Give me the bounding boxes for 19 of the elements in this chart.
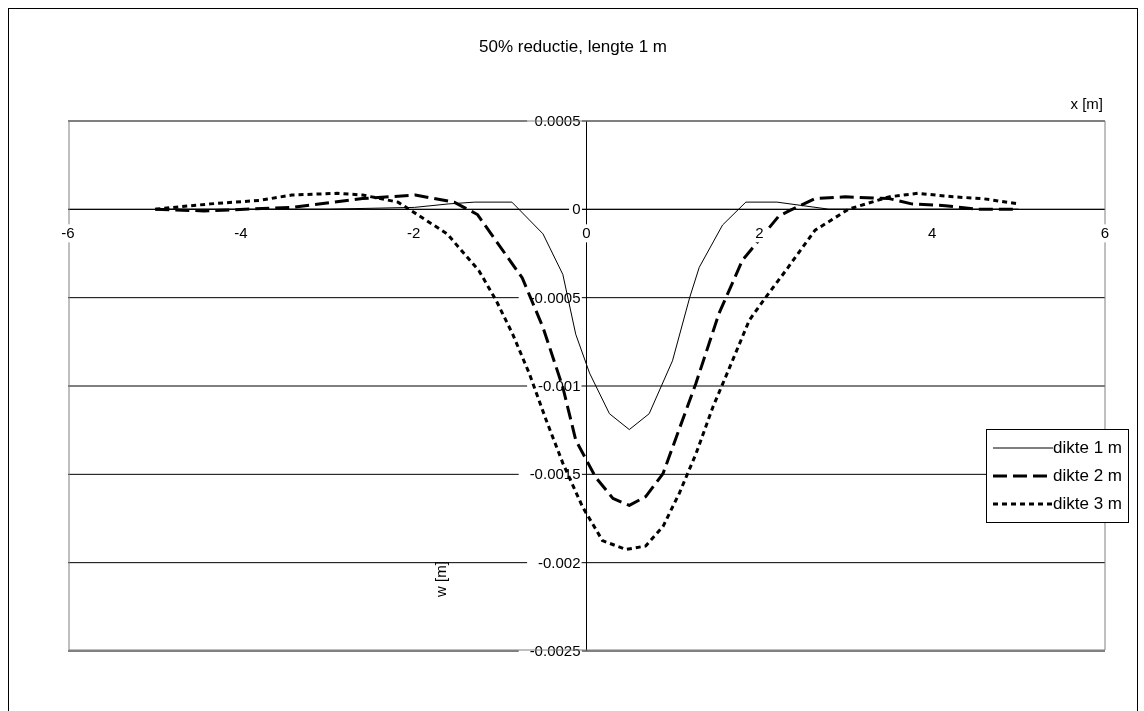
y-tick-label: -0.0005 <box>529 288 581 306</box>
y-tick-label: -0.002 <box>537 553 581 571</box>
x-tick-label: -4 <box>234 224 248 242</box>
y-tick-label: -0.0025 <box>529 642 581 659</box>
chart-title: 50% reductie, lengte 1 m <box>477 37 669 57</box>
y-tick-label: -0.001 <box>537 377 581 394</box>
y-tick-label: -0.0015 <box>529 465 581 483</box>
x-tick-label: -2 <box>406 224 421 242</box>
y-axis-title: w [m] <box>431 561 449 597</box>
x-axis-title: x [m] <box>1070 95 1103 112</box>
x-tick-label: 4 <box>927 224 937 242</box>
y-tick-label: 0 <box>572 200 581 218</box>
y-tick-label: 0.0005 <box>534 112 581 129</box>
x-tick-label: 6 <box>1100 224 1110 242</box>
legend-label: dikte 3 m <box>1053 494 1122 514</box>
legend-label: dikte 1 m <box>1053 438 1122 458</box>
legend-label: dikte 2 m <box>1053 466 1122 486</box>
x-tick-label: -6 <box>61 224 75 242</box>
x-tick-label: 2 <box>755 224 764 242</box>
